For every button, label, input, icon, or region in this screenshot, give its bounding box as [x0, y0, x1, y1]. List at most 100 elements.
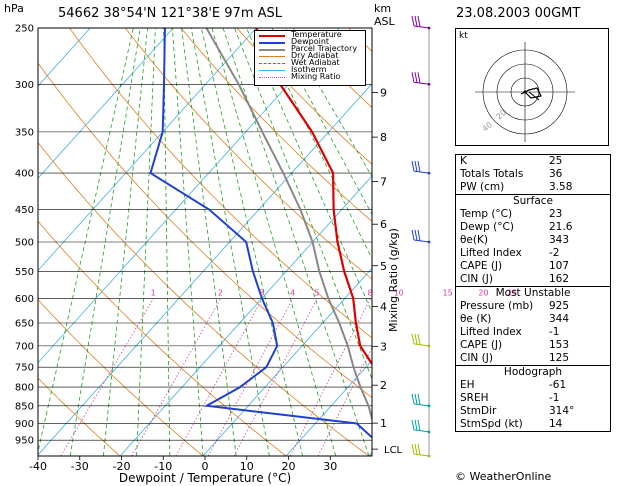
wind-barb-flag	[417, 443, 421, 455]
mixing-ratio-line	[289, 298, 371, 456]
wind-barb-dot	[427, 171, 431, 175]
x-tick-label: -20	[113, 460, 131, 473]
index-tt-label: Totals Totals	[460, 168, 524, 180]
index-tt-value: 36	[549, 168, 563, 180]
wind-barb-dot	[427, 430, 431, 434]
km-label: km	[374, 2, 392, 15]
wind-barb-flag	[417, 15, 421, 27]
wind-barb-shaft	[413, 81, 430, 85]
wind-barb-shaft	[413, 170, 430, 174]
pressure-tick-label: 700	[15, 341, 34, 352]
legend-swatch	[259, 77, 285, 78]
hodograph-trace	[520, 87, 542, 99]
wet-adiabat-line	[69, 28, 141, 456]
wet-adiabat-line	[234, 28, 372, 381]
legend-item: Parcel Trajectory	[291, 44, 358, 53]
wind-barb-flag	[414, 393, 418, 405]
mu-cin-value: 125	[549, 352, 570, 364]
wind-barb	[411, 229, 431, 244]
legend-item: Mixing Ratio	[291, 72, 341, 81]
wind-barb	[411, 419, 431, 434]
wind-barb-flag	[411, 229, 415, 241]
mixing-ratio-line	[131, 298, 222, 456]
legend-swatch	[259, 35, 285, 37]
km-tick-label: 2	[380, 379, 387, 392]
legend-swatch	[259, 56, 285, 57]
dry-adiabat-line	[38, 62, 372, 399]
wind-barb-flag	[414, 161, 418, 172]
dry-adiabat-line	[38, 141, 370, 456]
wet-adiabat-line	[222, 28, 370, 456]
surface-dewp-label: Dewp (°C)	[460, 221, 514, 233]
km-tick-label: 8	[380, 131, 387, 144]
isotherm-line	[0, 28, 7, 456]
mixing-ratio-label: 8	[367, 288, 372, 297]
pressure-tick-label: 400	[15, 169, 34, 180]
wet-adiabat-line	[271, 28, 372, 216]
wind-barb	[411, 333, 431, 348]
wind-barb-shaft	[413, 403, 430, 407]
most-unstable-title: Most Unstable	[495, 287, 571, 299]
legend-swatch	[259, 42, 285, 44]
wind-barb-dot	[427, 82, 431, 86]
hodograph-table-title: Hodograph	[503, 366, 563, 378]
wind-barb-flag	[414, 419, 418, 431]
mu-li-label: Lifted Index	[460, 326, 522, 338]
date-label: 23.08.2003 00GMT	[456, 6, 581, 21]
mixing-ratio-label: 25	[507, 288, 517, 297]
station-info: 54662 38°54'N 121°38'E 97m ASL	[58, 6, 283, 21]
wind-barb-dot	[427, 240, 431, 244]
storm-motion-arrow	[528, 91, 540, 101]
dry-adiabat-line	[236, 28, 372, 165]
x-tick-label: 20	[282, 460, 296, 473]
index-pw-value: 3.58	[549, 181, 573, 193]
wind-barb-flag	[417, 419, 421, 431]
wet-adiabat-line	[190, 28, 270, 456]
surface-thetae-label: θe(K)	[460, 234, 488, 246]
legend-item: Temperature	[291, 30, 342, 39]
pressure-tick-label: 600	[15, 294, 34, 305]
dry-adiabat-line	[38, 299, 204, 456]
hodo-stmdir-label: StmDir	[460, 405, 497, 417]
hodo-stmdir-value: 314°	[549, 405, 575, 417]
wind-barb-flag	[411, 419, 415, 431]
legend-item: Isotherm	[291, 65, 327, 74]
isotherm-line	[618, 28, 629, 456]
dry-adiabat-line	[180, 28, 372, 222]
mu-thetae-label: θe (K)	[460, 313, 492, 325]
wind-barb-flag	[414, 333, 418, 345]
lcl-label: LCL	[384, 445, 403, 456]
wind-barb-flag	[411, 333, 415, 344]
mu-cape-value: 153	[549, 339, 570, 351]
pressure-tick-label: 450	[15, 205, 34, 216]
surface-cin-label: CIN (J)	[460, 273, 493, 285]
x-tick-label: 10	[240, 460, 254, 473]
km-tick-label: 5	[380, 260, 387, 273]
mixing-ratio-label: 15	[443, 288, 453, 297]
mixing-ratio-line	[369, 450, 372, 456]
wind-barb	[411, 443, 431, 458]
pressure-tick-label: 750	[15, 363, 34, 374]
indices-table: K 25 Totals Totals 36 PW (cm) 3.58 Surface …	[455, 154, 611, 432]
wet-adiabat-line	[172, 28, 204, 456]
hodo-eh-label: EH	[460, 379, 475, 391]
wind-barb-flag	[414, 443, 418, 455]
wind-barb-dot	[427, 26, 431, 30]
mixing-ratio-label: 4	[290, 288, 295, 297]
pressure-tick-label: 800	[15, 383, 34, 394]
temperature-line	[255, 28, 372, 366]
wind-barb	[411, 161, 431, 175]
x-tick-label: 30	[323, 460, 337, 473]
wet-adiabat-line	[103, 28, 148, 456]
km-tick-label: 4	[380, 300, 387, 313]
wind-barb	[411, 72, 431, 86]
dewpoint-line	[149, 28, 372, 439]
hodo-sreh-value: -1	[549, 392, 560, 404]
dry-adiabat-line	[124, 28, 372, 280]
parcel-trajectory-line	[205, 28, 372, 423]
asl-label: ASL	[374, 15, 395, 28]
wet-adiabat-line	[136, 28, 156, 456]
index-k-value: 25	[549, 155, 563, 167]
wet-adiabat-line	[258, 28, 372, 260]
